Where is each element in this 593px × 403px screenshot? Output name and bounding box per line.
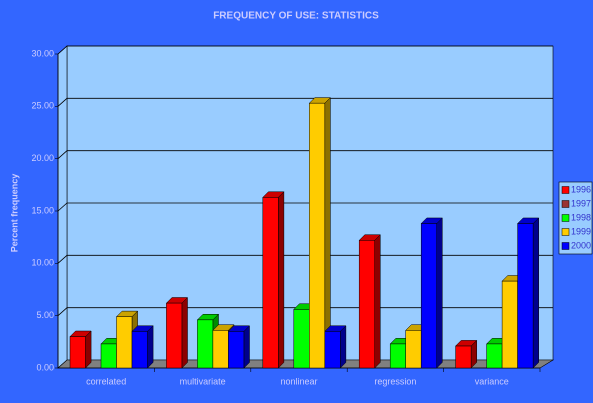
bar-side [374, 234, 381, 369]
grid-line [57, 45, 553, 55]
legend-label: 2000 [571, 240, 591, 250]
bar [116, 316, 133, 369]
legend-label: 1997 [571, 198, 591, 208]
bar [166, 302, 183, 369]
bar-side [436, 217, 443, 369]
bar-side [340, 325, 347, 369]
legend-swatch [561, 228, 570, 236]
bar [358, 240, 375, 369]
legend-swatch [561, 214, 570, 222]
chart-title: FREQUENCY OF USE: STATISTICS [213, 11, 379, 22]
y-tick-label: 30.00 [31, 48, 54, 58]
bar [309, 102, 326, 369]
bar [212, 330, 229, 369]
grid-line [57, 97, 553, 107]
bar [197, 319, 214, 369]
bar [293, 309, 310, 369]
bar [420, 223, 437, 369]
bar [324, 331, 341, 369]
legend-swatch [561, 200, 570, 208]
y-tick-label: 0.00 [36, 362, 54, 372]
y-tick-label: 5.00 [36, 310, 54, 320]
y-tick-label: 25.00 [31, 101, 54, 111]
bar [455, 345, 472, 369]
grid-line [57, 150, 553, 159]
y-tick-label: 10.00 [31, 258, 54, 268]
bar [131, 331, 148, 369]
bar-side [278, 191, 285, 369]
bar-side [181, 296, 188, 369]
x-tick-label: regression [374, 376, 416, 386]
grid-line [57, 307, 553, 316]
bar [486, 343, 503, 369]
x-tick-label: correlated [86, 376, 126, 386]
bar-side [532, 217, 539, 369]
bar [228, 331, 245, 369]
bar [405, 330, 422, 369]
y-axis-title: Percent frequency [9, 174, 19, 253]
bar [69, 336, 86, 369]
y-tick-label: 20.00 [31, 153, 54, 163]
grid-line [57, 202, 553, 212]
legend-label: 1998 [571, 212, 591, 222]
bar [517, 223, 534, 369]
legend-label: 1999 [571, 226, 591, 236]
bar [501, 280, 518, 369]
bar-side [85, 330, 92, 369]
y-tick-label: 15.00 [31, 205, 54, 215]
x-tick-label: nonlinear [280, 376, 317, 386]
legend-label: 1996 [571, 184, 591, 194]
legend-swatch [561, 242, 570, 250]
x-tick-label: variance [475, 376, 509, 386]
grid-line [57, 254, 553, 264]
bar-side [147, 325, 154, 369]
bar-side [243, 325, 250, 369]
plot: 0.00 5.00 10.00 15.00 20.00 25.00 30.00 correla… [31, 45, 593, 386]
x-tick-label: multivariate [180, 376, 226, 386]
bar [262, 197, 279, 369]
legend-swatch [561, 186, 570, 194]
bar [389, 343, 406, 369]
bar [100, 343, 117, 369]
